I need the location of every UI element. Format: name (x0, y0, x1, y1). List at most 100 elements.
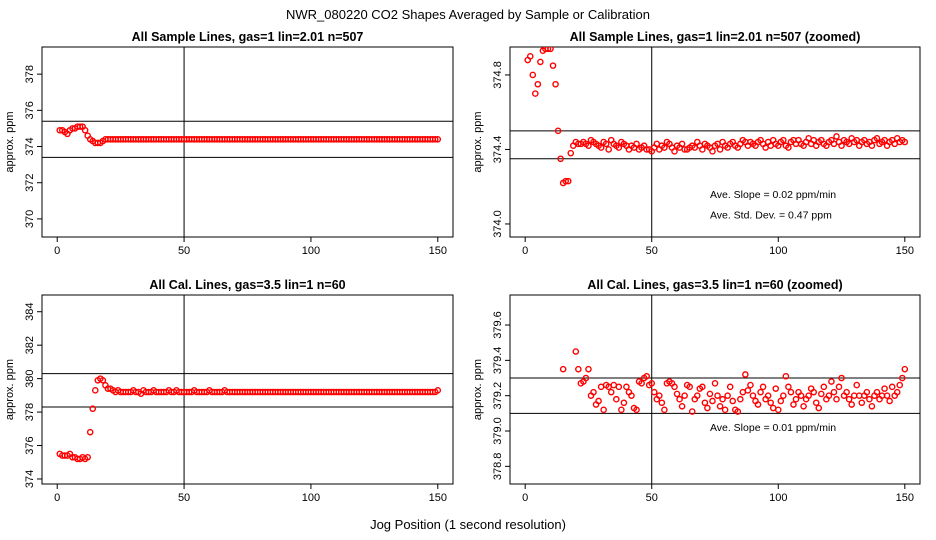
data-point (526, 53, 534, 60)
data-series (559, 348, 909, 415)
data-point (431, 135, 439, 143)
data-series (56, 375, 442, 463)
data-point (858, 399, 866, 407)
data-point (868, 402, 876, 410)
data-point (623, 383, 630, 391)
x-tick-label: 0 (522, 245, 528, 257)
data-point (688, 408, 696, 415)
data-point (737, 395, 744, 403)
data-point (595, 397, 602, 405)
data-point (747, 381, 754, 389)
data-point (582, 374, 590, 382)
data-point (544, 47, 552, 53)
y-axis-label: approx. ppm (4, 111, 16, 172)
data-point (656, 392, 663, 399)
x-tick-label: 0 (54, 492, 60, 504)
data-point (833, 395, 840, 403)
data-point (863, 388, 871, 396)
y-tick-label: 380 (24, 369, 36, 387)
y-axis-label: approx. ppm (472, 111, 484, 172)
data-point (782, 372, 790, 380)
data-point (901, 138, 909, 146)
x-tick-label: 100 (769, 492, 787, 504)
data-point (638, 380, 645, 387)
data-point (534, 80, 542, 88)
data-point (557, 155, 564, 163)
data-point (532, 90, 539, 97)
data-point (833, 133, 840, 140)
data-point (612, 395, 620, 403)
data-point (633, 140, 640, 148)
data-point (552, 80, 559, 88)
x-tick-label: 150 (429, 245, 447, 257)
data-point (661, 144, 668, 151)
data-point (537, 58, 544, 66)
data-point (699, 383, 706, 391)
x-tick-label: 50 (646, 492, 658, 504)
data-point (590, 388, 597, 396)
y-axis-label: approx. ppm (472, 359, 484, 420)
x-tick-label: 100 (302, 245, 320, 257)
panel-title: All Cal. Lines, gas=3.5 lin=1 n=60 (149, 278, 345, 292)
panel-title: All Sample Lines, gas=1 lin=2.01 n=507 (… (570, 30, 861, 44)
data-point (554, 127, 562, 135)
data-point (898, 374, 906, 382)
data-point (888, 383, 896, 391)
plot-frame (509, 46, 921, 238)
data-point (81, 126, 89, 134)
data-point (901, 365, 909, 373)
data-point (714, 392, 721, 399)
data-point (711, 380, 719, 387)
plot-frame (509, 294, 921, 485)
y-tick-label: 378 (24, 403, 36, 421)
data-point (607, 388, 615, 396)
data-point (805, 392, 812, 399)
data-point (797, 392, 805, 399)
data-point (744, 387, 752, 394)
y-tick-label: 370 (24, 210, 36, 228)
x-tick-label: 50 (178, 492, 190, 504)
data-point (693, 392, 701, 399)
data-point (883, 392, 891, 399)
plot-frame (41, 46, 454, 238)
panel-cal-lines: All Cal. Lines, gas=3.5 lin=1 n=60 0 50 100… (4, 278, 454, 504)
data-point (648, 380, 656, 387)
data-point (812, 399, 820, 407)
data-point (597, 144, 605, 151)
plot-frame (41, 294, 454, 485)
data-point (767, 399, 774, 407)
data-point (704, 404, 711, 412)
y-tick-label: 382 (24, 336, 36, 354)
data-series (524, 47, 909, 187)
data-point (881, 385, 888, 392)
data-point (564, 177, 572, 185)
data-point (615, 144, 623, 151)
data-point (575, 365, 582, 373)
data-point (790, 401, 797, 408)
y-tick-label: 384 (24, 303, 36, 321)
data-series (56, 123, 442, 147)
data-point (650, 388, 658, 396)
data-point (749, 392, 757, 399)
data-point (828, 378, 835, 385)
data-point (843, 388, 850, 396)
data-point (729, 397, 737, 405)
data-point (830, 388, 838, 396)
data-point (678, 140, 686, 148)
data-point (873, 388, 881, 396)
data-point (787, 388, 795, 396)
data-point (99, 377, 107, 384)
data-point (716, 146, 724, 153)
data-point (785, 383, 792, 391)
data-point (754, 401, 762, 408)
data-point (845, 395, 853, 403)
data-point (620, 399, 628, 407)
data-point (774, 406, 782, 414)
data-point (706, 390, 714, 398)
figure-title: NWR_080220 CO2 Shapes Averaged by Sample… (286, 7, 650, 22)
data-point (434, 135, 442, 143)
panel-cal-lines-zoomed: All Cal. Lines, gas=3.5 lin=1 n=60 (zoom… (472, 278, 921, 504)
x-tick-label: 0 (522, 492, 528, 504)
x-tick-label: 100 (302, 492, 320, 504)
